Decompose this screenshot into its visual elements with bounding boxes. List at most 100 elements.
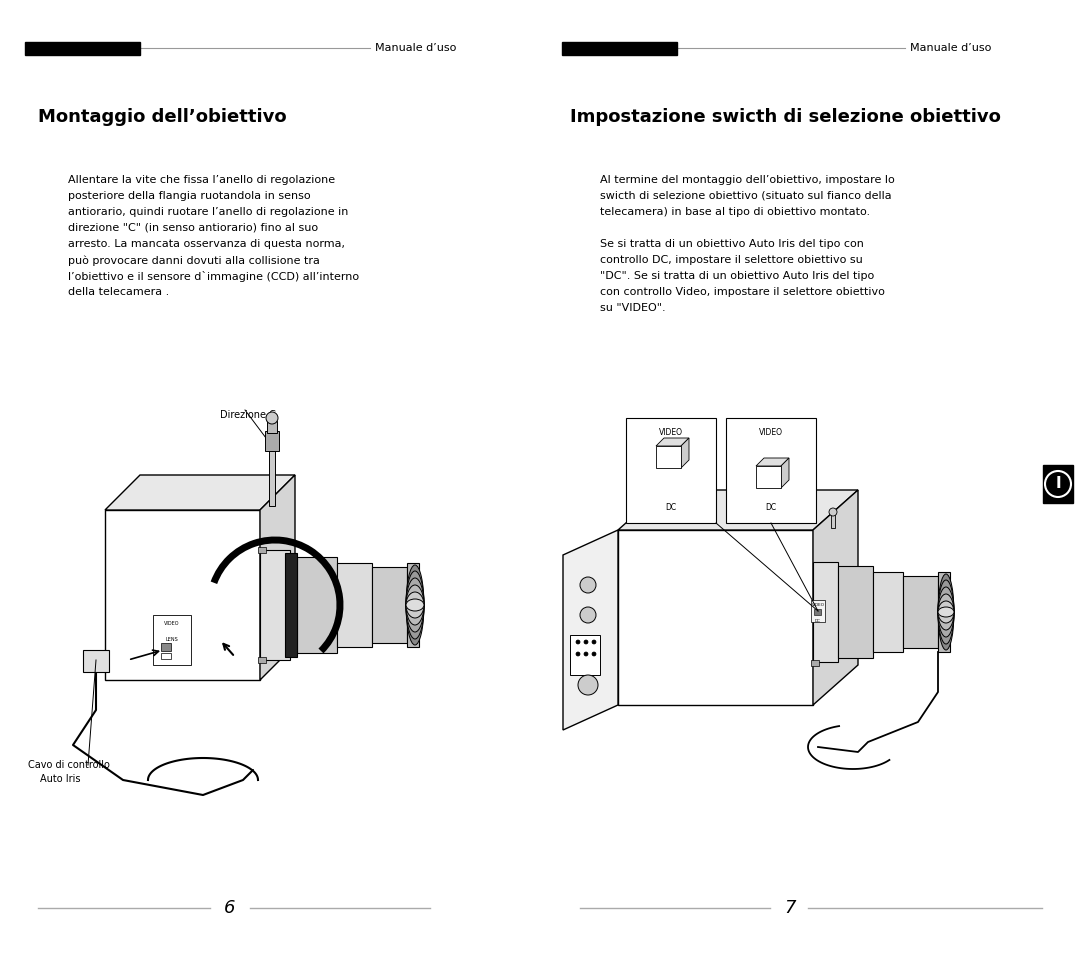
Bar bbox=[83, 650, 109, 672]
Polygon shape bbox=[260, 475, 295, 680]
Ellipse shape bbox=[939, 601, 954, 623]
Text: VIDEO: VIDEO bbox=[659, 428, 683, 437]
Bar bbox=[265, 431, 279, 451]
Text: 7: 7 bbox=[784, 899, 796, 917]
Ellipse shape bbox=[406, 592, 424, 618]
Text: Al termine del montaggio dell’obiettivo, impostare lo: Al termine del montaggio dell’obiettivo,… bbox=[600, 175, 894, 185]
Bar bbox=[269, 451, 275, 506]
Circle shape bbox=[576, 640, 580, 644]
Text: controllo DC, impostare il selettore obiettivo su: controllo DC, impostare il selettore obi… bbox=[600, 255, 863, 265]
Circle shape bbox=[576, 652, 580, 656]
Text: Auto Iris: Auto Iris bbox=[40, 774, 81, 784]
Bar bbox=[153, 615, 191, 665]
Circle shape bbox=[578, 675, 598, 695]
Text: Se si tratta di un obiettivo Auto Iris del tipo con: Se si tratta di un obiettivo Auto Iris d… bbox=[600, 239, 864, 249]
Text: Allentare la vite che fissa l’anello di regolazione: Allentare la vite che fissa l’anello di … bbox=[68, 175, 335, 185]
Text: 6: 6 bbox=[225, 899, 235, 917]
Bar bbox=[407, 563, 419, 647]
Circle shape bbox=[592, 652, 596, 656]
Text: DC: DC bbox=[665, 503, 676, 512]
Bar bbox=[258, 657, 266, 663]
Bar bbox=[337, 563, 372, 647]
Text: LENS: LENS bbox=[165, 637, 178, 642]
Text: DC: DC bbox=[815, 619, 821, 623]
Bar bbox=[831, 514, 835, 528]
Circle shape bbox=[580, 607, 596, 623]
Text: con controllo Video, impostare il selettore obiettivo: con controllo Video, impostare il selett… bbox=[600, 287, 885, 297]
Text: della telecamera .: della telecamera . bbox=[68, 287, 170, 297]
Circle shape bbox=[592, 640, 596, 644]
Bar bbox=[1043, 465, 1074, 503]
Bar bbox=[570, 635, 600, 675]
Bar bbox=[372, 567, 407, 643]
Text: Manuale d’uso: Manuale d’uso bbox=[375, 43, 457, 53]
Text: Impostazione swicth di selezione obiettivo: Impostazione swicth di selezione obietti… bbox=[570, 108, 1001, 126]
Polygon shape bbox=[105, 510, 260, 680]
Polygon shape bbox=[756, 466, 781, 488]
Bar bbox=[25, 42, 140, 55]
Bar bbox=[814, 609, 821, 615]
Bar bbox=[939, 572, 950, 652]
Polygon shape bbox=[105, 475, 295, 510]
Bar bbox=[297, 557, 337, 653]
Circle shape bbox=[1045, 471, 1071, 497]
Text: VIDEO: VIDEO bbox=[164, 621, 179, 626]
Bar bbox=[811, 660, 819, 666]
Text: Cavo di controllo: Cavo di controllo bbox=[28, 760, 110, 770]
Ellipse shape bbox=[939, 574, 954, 650]
Ellipse shape bbox=[406, 571, 424, 639]
Ellipse shape bbox=[406, 585, 424, 625]
Text: Direzione C: Direzione C bbox=[220, 410, 275, 420]
Ellipse shape bbox=[939, 594, 954, 630]
Bar bbox=[161, 643, 171, 651]
Bar bbox=[813, 562, 838, 662]
Bar bbox=[626, 418, 716, 523]
Circle shape bbox=[580, 577, 596, 593]
Bar bbox=[260, 550, 291, 660]
Ellipse shape bbox=[406, 565, 424, 645]
Ellipse shape bbox=[939, 607, 954, 617]
Polygon shape bbox=[781, 458, 789, 488]
Text: posteriore della flangia ruotandola in senso: posteriore della flangia ruotandola in s… bbox=[68, 191, 311, 201]
Text: arresto. La mancata osservanza di questa norma,: arresto. La mancata osservanza di questa… bbox=[68, 239, 345, 249]
Bar bbox=[267, 421, 276, 433]
Circle shape bbox=[829, 508, 837, 516]
Text: VIDEO: VIDEO bbox=[811, 603, 824, 607]
Polygon shape bbox=[681, 438, 689, 468]
Polygon shape bbox=[656, 438, 689, 446]
Ellipse shape bbox=[939, 580, 954, 644]
Text: "DC". Se si tratta di un obiettivo Auto Iris del tipo: "DC". Se si tratta di un obiettivo Auto … bbox=[600, 271, 874, 281]
Bar bbox=[285, 553, 297, 657]
Text: l’obiettivo e il sensore d`immagine (CCD) all’interno: l’obiettivo e il sensore d`immagine (CCD… bbox=[68, 271, 360, 282]
Text: su "VIDEO".: su "VIDEO". bbox=[600, 303, 665, 313]
Bar bbox=[726, 418, 816, 523]
Text: Manuale d’uso: Manuale d’uso bbox=[910, 43, 991, 53]
Ellipse shape bbox=[406, 599, 424, 611]
Polygon shape bbox=[756, 458, 789, 466]
Bar bbox=[562, 42, 677, 55]
Bar bbox=[161, 653, 171, 659]
Text: swicth di selezione obiettivo (situato sul fianco della: swicth di selezione obiettivo (situato s… bbox=[600, 191, 892, 201]
Bar bbox=[838, 566, 873, 658]
Text: telecamera) in base al tipo di obiettivo montato.: telecamera) in base al tipo di obiettivo… bbox=[600, 207, 870, 217]
Text: I: I bbox=[1055, 477, 1061, 492]
Text: Montaggio dell’obiettivo: Montaggio dell’obiettivo bbox=[38, 108, 286, 126]
Circle shape bbox=[584, 640, 588, 644]
Polygon shape bbox=[618, 490, 858, 530]
Bar bbox=[903, 576, 939, 648]
Text: direzione "C" (in senso antiorario) fino al suo: direzione "C" (in senso antiorario) fino… bbox=[68, 223, 319, 233]
Text: può provocare danni dovuti alla collisione tra: può provocare danni dovuti alla collisio… bbox=[68, 255, 320, 266]
Circle shape bbox=[584, 652, 588, 656]
Ellipse shape bbox=[939, 587, 954, 637]
Polygon shape bbox=[656, 446, 681, 468]
Text: antiorario, quindi ruotare l’anello di regolazione in: antiorario, quindi ruotare l’anello di r… bbox=[68, 207, 349, 217]
Bar bbox=[873, 572, 903, 652]
Text: DC: DC bbox=[766, 503, 777, 512]
Text: VIDEO: VIDEO bbox=[759, 428, 783, 437]
Bar bbox=[258, 547, 266, 553]
Ellipse shape bbox=[406, 578, 424, 632]
Polygon shape bbox=[563, 530, 618, 730]
Bar bbox=[811, 600, 825, 622]
Polygon shape bbox=[618, 530, 813, 705]
Polygon shape bbox=[813, 490, 858, 705]
